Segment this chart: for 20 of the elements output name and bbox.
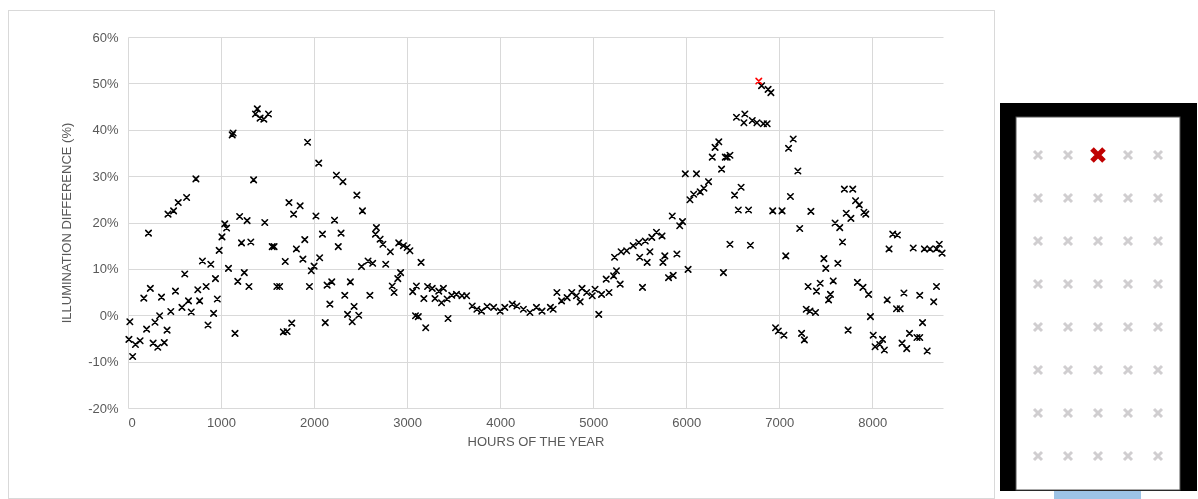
y-tick-label: 40% <box>92 122 119 138</box>
y-tick-label: -10% <box>88 354 119 370</box>
y-tick-label: 10% <box>92 261 119 277</box>
y-axis-title: ILLUMINATION DIFFERENCE (%) <box>59 122 75 324</box>
y-tick-label: -20% <box>88 400 119 416</box>
x-tick-label: 0 <box>128 414 136 430</box>
x-tick-label: 3000 <box>393 414 423 430</box>
x-tick-label: 6000 <box>672 414 702 430</box>
x-tick-label: 1000 <box>207 414 236 430</box>
y-tick-label: 30% <box>92 168 119 184</box>
x-axis-title: HOURS OF THE YEAR <box>467 433 605 449</box>
x-tick-label: 8000 <box>858 414 888 430</box>
x-tick-label: 5000 <box>579 414 609 430</box>
y-tick-label: 20% <box>92 215 119 230</box>
y-tick-label: 0% <box>99 307 119 323</box>
y-tick-label: 60% <box>92 29 119 45</box>
x-tick-label: 2000 <box>300 414 330 430</box>
x-tick-label: 7000 <box>765 414 795 430</box>
y-tick-label: 50% <box>92 75 119 91</box>
x-tick-label: 4000 <box>486 414 516 430</box>
